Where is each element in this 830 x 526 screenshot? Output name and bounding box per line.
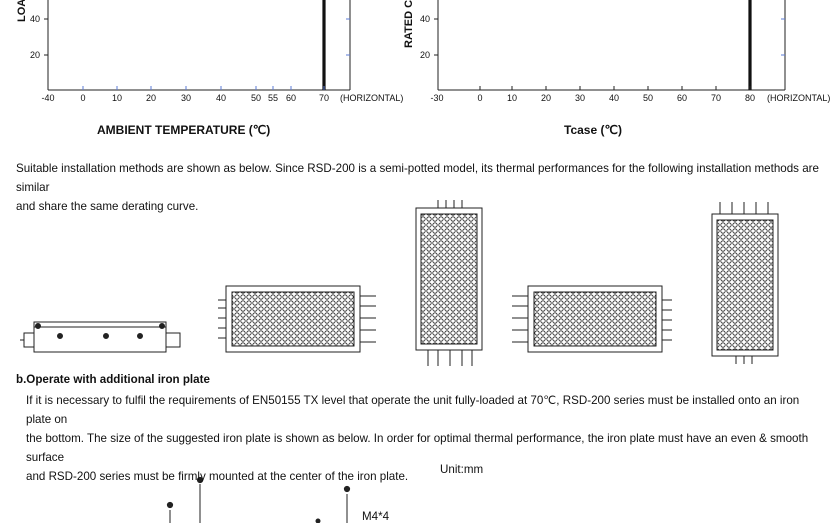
- x-tick-label: 20: [146, 93, 156, 103]
- x-tick-label: -30: [430, 93, 443, 103]
- install-drawing-horizontal-mirrored: [512, 285, 672, 353]
- section-b-line-1: If it is necessary to fulfil the require…: [26, 394, 800, 426]
- chart2-x-axis-title: Tcase (℃): [564, 123, 622, 137]
- intro-paragraph: Suitable installation methods are shown …: [16, 159, 826, 216]
- x-tick-label: 70: [711, 93, 721, 103]
- x-tick-label: 40: [609, 93, 619, 103]
- x-tick-label: 20: [541, 93, 551, 103]
- section-b-heading: b.Operate with additional iron plate: [16, 373, 210, 386]
- x-tick-label: 80: [745, 93, 755, 103]
- intro-line-2: and share the same derating curve.: [16, 200, 199, 213]
- x-tick-label: (HORIZONTAL): [767, 93, 830, 103]
- x-tick-label: -40: [41, 93, 54, 103]
- x-tick-label: 40: [216, 93, 226, 103]
- x-tick-label: 60: [286, 93, 296, 103]
- chart1-x-axis-title: AMBIENT TEMPERATURE (℃): [97, 123, 271, 137]
- chart1: -40 0 10 20 30 40 50 55 60 70 (HORIZONTAL) 40 20 L…: [16, 0, 403, 103]
- section-b-line-3: and RSD-200 series must be firmly mounte…: [26, 470, 409, 483]
- screw-label: M4*4: [362, 510, 390, 523]
- iron-plate-drawing: [166, 476, 351, 523]
- chart2-ytick-label: 20: [420, 50, 430, 60]
- chart2-ytick-label: 40: [420, 14, 430, 24]
- install-drawing-vertical-up: [711, 202, 779, 364]
- x-tick-label: 0: [80, 93, 85, 103]
- install-drawing-side: [20, 321, 181, 353]
- chart2-y-axis-label: RATED C: [403, 0, 415, 48]
- x-tick-label: 50: [643, 93, 653, 103]
- intro-line-1: Suitable installation methods are shown …: [16, 162, 819, 194]
- unit-label: Unit:mm: [440, 463, 484, 476]
- chart1-y-axis-label: LOA: [16, 0, 28, 22]
- x-tick-label: 50: [251, 93, 261, 103]
- x-tick-label: (HORIZONTAL): [340, 93, 403, 103]
- section-b-line-2: the bottom. The size of the suggested ir…: [26, 432, 809, 464]
- x-tick-label: 0: [477, 93, 482, 103]
- x-tick-label: 30: [575, 93, 585, 103]
- x-tick-label: 60: [677, 93, 687, 103]
- section-b-paragraph: If it is necessary to fulfil the require…: [26, 391, 826, 486]
- x-tick-label: 10: [507, 93, 517, 103]
- install-drawing-horizontal: [218, 285, 376, 353]
- chart1-ytick-label: 40: [30, 14, 40, 24]
- chart2: -30 0 10 20 30 40 50 60 70 80 (HORIZONTAL) 40 20 R…: [403, 0, 830, 103]
- x-tick-label: 30: [181, 93, 191, 103]
- x-tick-label: 70: [319, 93, 329, 103]
- install-drawing-vertical-down: [415, 200, 483, 366]
- x-tick-label: 10: [112, 93, 122, 103]
- x-tick-label: 55: [268, 93, 278, 103]
- chart1-ytick-label: 20: [30, 50, 40, 60]
